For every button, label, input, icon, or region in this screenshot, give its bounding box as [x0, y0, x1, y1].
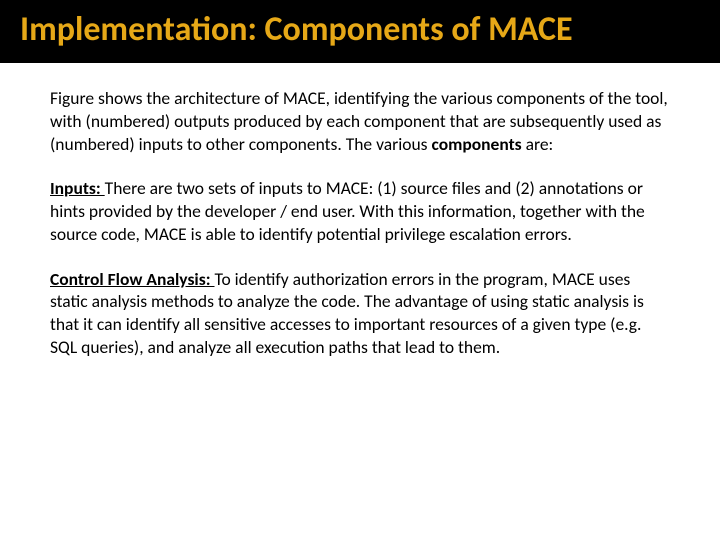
inputs-label: Inputs: — [50, 177, 105, 199]
cfa-paragraph: Control Flow Analysis: To identify autho… — [50, 268, 670, 359]
inputs-paragraph: Inputs: There are two sets of inputs to … — [50, 177, 670, 245]
intro-text-a: Figure shows the architecture of MACE, i… — [50, 87, 668, 155]
slide-title: Implementation: Components of MACE — [20, 10, 700, 49]
title-bar: Implementation: Components of MACE — [0, 0, 720, 63]
intro-paragraph: Figure shows the architecture of MACE, i… — [50, 87, 670, 155]
intro-bold-word: components — [431, 133, 521, 155]
inputs-text: There are two sets of inputs to MACE: (1… — [50, 177, 645, 245]
intro-text-b: are: — [522, 133, 554, 155]
cfa-label: Control Flow Analysis: — [50, 268, 215, 290]
slide-body: Figure shows the architecture of MACE, i… — [0, 63, 720, 359]
